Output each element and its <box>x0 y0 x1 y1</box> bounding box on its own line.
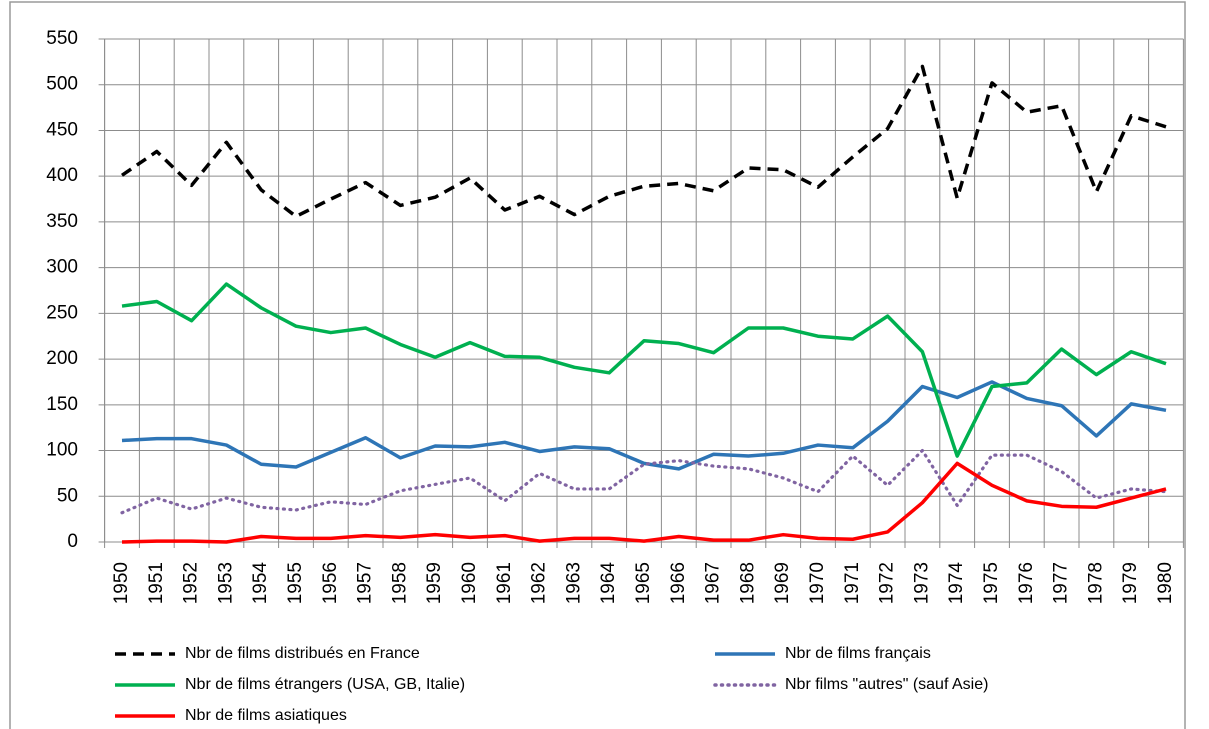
x-tick-label: 1953 <box>215 562 236 604</box>
y-tick-label: 200 <box>46 348 78 369</box>
y-tick-label: 400 <box>46 165 78 186</box>
x-tick-label: 1973 <box>911 562 932 604</box>
x-tick-label: 1965 <box>633 562 654 604</box>
x-tick-label: 1957 <box>355 562 376 604</box>
x-tick-label: 1976 <box>1016 562 1037 604</box>
y-tick-label: 250 <box>46 302 78 323</box>
x-tick-label: 1967 <box>703 562 724 604</box>
y-tick-label: 500 <box>46 74 78 95</box>
chart-frame <box>9 1 1186 729</box>
series-line <box>120 448 1168 515</box>
x-tick-label: 1963 <box>563 562 584 604</box>
legend-label: Nbr de films français <box>785 645 931 662</box>
grid: 0 50 100 150 200 250 300 350 400 450 500 550 1950 195… <box>46 28 1184 605</box>
x-tick-label: 1966 <box>668 562 689 604</box>
x-tick-label: 1958 <box>389 562 410 604</box>
x-tick-label: 1980 <box>1155 562 1176 604</box>
x-tick-label: 1974 <box>946 562 967 605</box>
x-tick-label: 1978 <box>1085 562 1106 604</box>
y-tick-label: 350 <box>46 211 78 232</box>
x-tick-label: 1951 <box>146 562 167 604</box>
legend-label: Nbr de films étrangers (USA, GB, Italie) <box>185 676 465 693</box>
x-tick-label: 1975 <box>981 562 1002 604</box>
x-tick-label: 1972 <box>877 562 898 604</box>
y-tick-label: 300 <box>46 257 78 278</box>
x-tick-label: 1962 <box>529 562 550 604</box>
x-tick-label: 1955 <box>285 562 306 604</box>
y-tick-label: 150 <box>46 394 78 415</box>
legend-label: Nbr de films asiatiques <box>185 707 347 724</box>
y-tick-label: 0 <box>67 531 78 552</box>
legend-label: Nbr films "autres" (sauf Asie) <box>785 676 988 693</box>
x-tick-label: 1970 <box>807 562 828 604</box>
plot <box>120 64 1168 544</box>
x-tick-label: 1952 <box>181 562 202 604</box>
x-tick-label: 1964 <box>598 562 619 605</box>
x-tick-label: 1954 <box>250 562 271 605</box>
x-tick-label: 1968 <box>737 562 758 604</box>
x-tick-label: 1961 <box>494 562 515 604</box>
x-tick-label: 1959 <box>424 562 445 604</box>
legend: Nbr de films distribués en France Nbr de … <box>115 645 988 724</box>
x-tick-label: 1971 <box>842 562 863 604</box>
series-line <box>121 380 1167 471</box>
x-tick-label: 1969 <box>772 562 793 604</box>
y-tick-label: 50 <box>57 485 78 506</box>
y-tick-label: 100 <box>46 440 78 461</box>
series-line <box>121 461 1167 544</box>
y-tick-label: 450 <box>46 119 78 140</box>
x-tick-label: 1956 <box>320 562 341 604</box>
x-tick-label: 1977 <box>1051 562 1072 604</box>
x-tick-label: 1960 <box>459 562 480 604</box>
x-tick-label: 1950 <box>111 562 132 604</box>
series-line <box>121 282 1167 458</box>
series-line <box>121 64 1167 219</box>
y-tick-label: 550 <box>46 28 78 49</box>
x-tick-label: 1979 <box>1120 562 1141 604</box>
legend-label: Nbr de films distribués en France <box>185 645 420 662</box>
